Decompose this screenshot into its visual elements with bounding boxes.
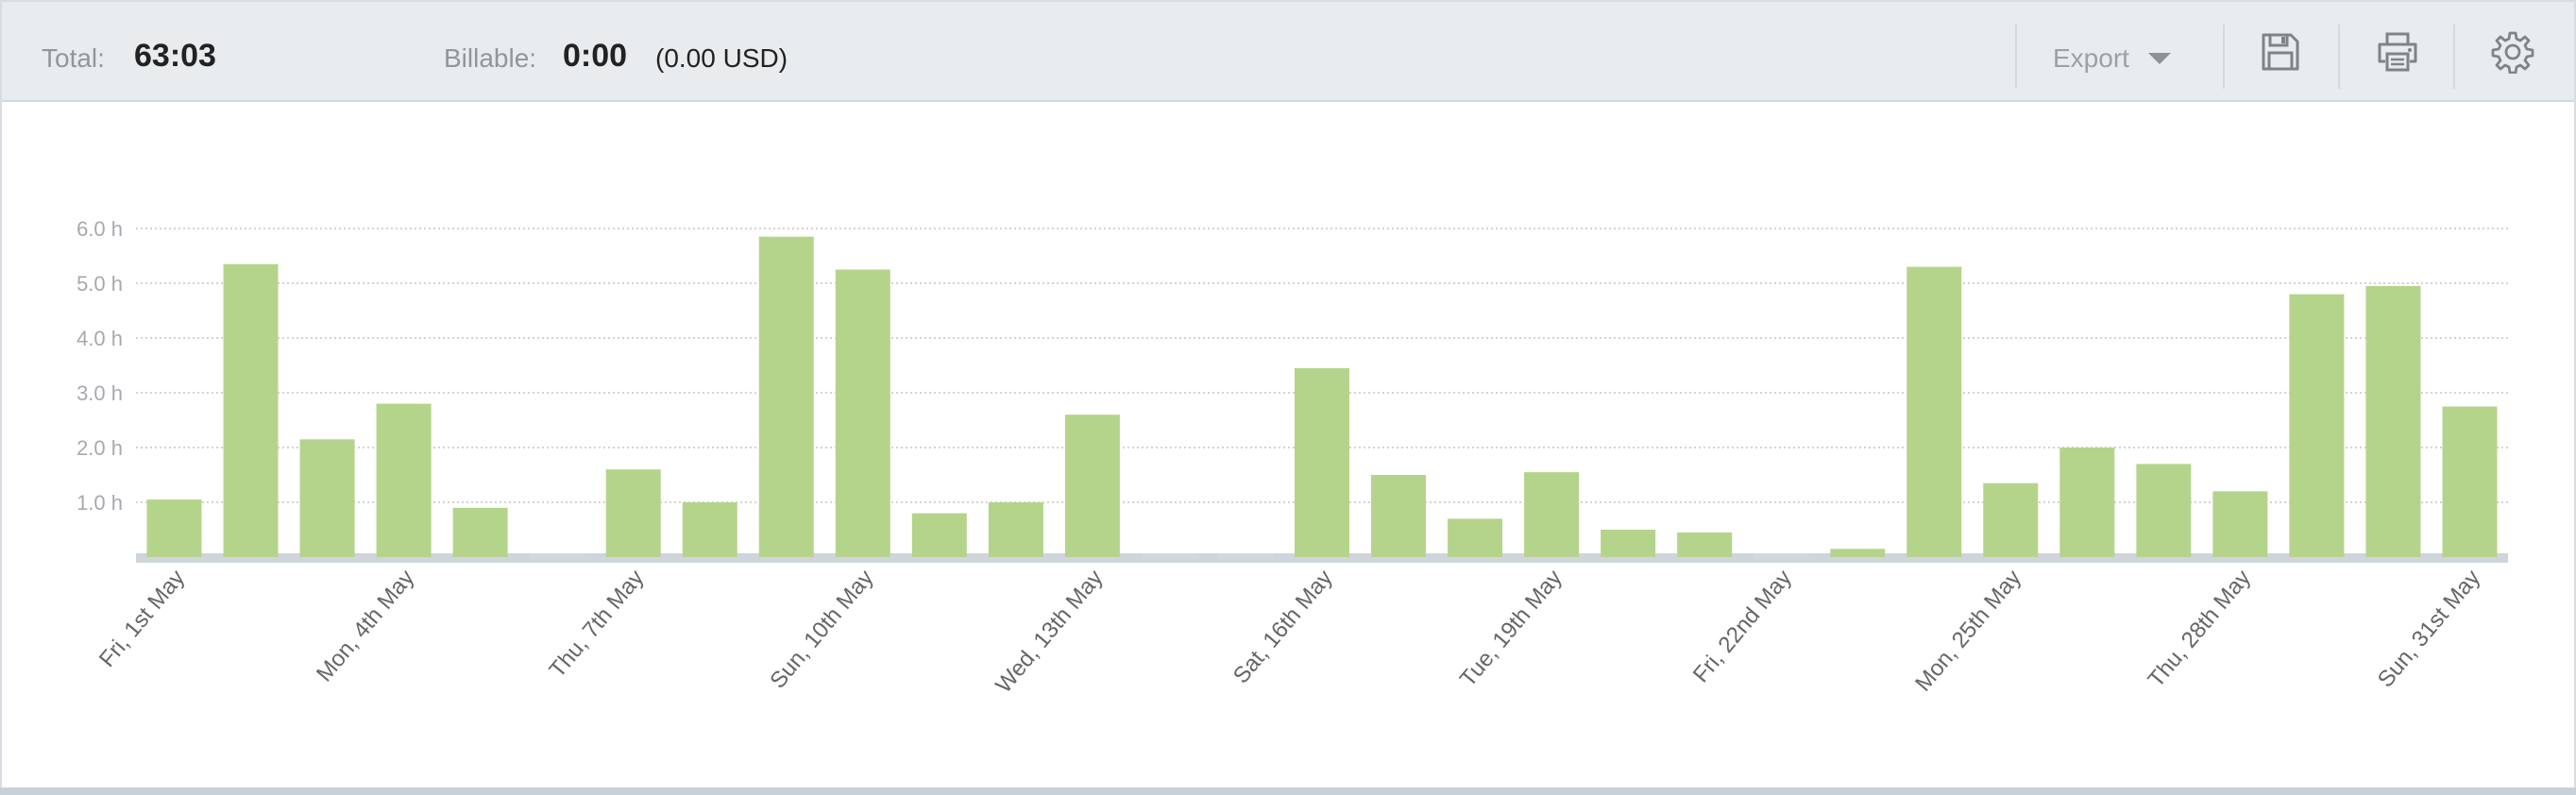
x-axis-baseline bbox=[136, 553, 2508, 563]
chart-area: 1.0 h 2.0 h 3.0 h 4.0 h 5.0 h 6.0 h Fri, 1st M… bbox=[2, 102, 2574, 787]
bar bbox=[758, 236, 814, 557]
bar bbox=[605, 469, 661, 557]
y-tick-label: 4.0 h bbox=[76, 327, 123, 350]
toolbar-divider bbox=[2223, 25, 2225, 89]
bar bbox=[988, 502, 1043, 557]
x-tick-label: Fri, 1st May bbox=[94, 566, 190, 672]
bar bbox=[1371, 475, 1427, 557]
bar bbox=[1907, 266, 1962, 557]
billable-amount: (0.00 USD) bbox=[655, 43, 788, 73]
toolbar-divider bbox=[2015, 25, 2017, 89]
bar-empty bbox=[529, 553, 585, 559]
bar bbox=[376, 403, 432, 557]
bar bbox=[146, 499, 202, 557]
bar-empty bbox=[1217, 553, 1273, 559]
bar bbox=[2442, 406, 2498, 557]
bar-empty bbox=[1754, 553, 1809, 559]
save-icon bbox=[2262, 33, 2299, 71]
bar bbox=[911, 513, 967, 557]
bottom-scroll-edge bbox=[0, 787, 2576, 795]
daily-hours-bar-chart: 1.0 h 2.0 h 3.0 h 4.0 h 5.0 h 6.0 h Fri, 1st M… bbox=[76, 217, 2508, 699]
bar bbox=[299, 439, 355, 557]
y-tick-label: 3.0 h bbox=[76, 381, 123, 405]
chevron-down-icon bbox=[2147, 53, 2171, 64]
bar bbox=[1830, 549, 1886, 557]
x-tick-label: Wed, 13th May bbox=[991, 566, 1108, 699]
export-label: Export bbox=[2053, 43, 2129, 73]
x-tick-label: Tue, 19th May bbox=[1455, 566, 1568, 692]
x-tick-label: Mon, 4th May bbox=[312, 566, 419, 687]
x-tick-label: Sun, 31st May bbox=[2373, 566, 2485, 693]
print-button[interactable] bbox=[2376, 30, 2419, 74]
y-tick-label: 1.0 h bbox=[76, 491, 123, 515]
bar bbox=[452, 507, 508, 557]
bar bbox=[835, 269, 890, 557]
x-tick-label: Sun, 10th May bbox=[765, 566, 878, 694]
bar bbox=[1524, 472, 1580, 557]
bar bbox=[1983, 482, 2039, 557]
total-label: Total: bbox=[42, 43, 105, 73]
gear-icon bbox=[2491, 31, 2534, 74]
y-tick-label: 2.0 h bbox=[76, 436, 123, 460]
bar bbox=[1448, 518, 1503, 557]
x-tick-label: Thu, 28th May bbox=[2144, 566, 2256, 693]
settings-button[interactable] bbox=[2491, 30, 2534, 74]
bar bbox=[2365, 285, 2421, 557]
bar bbox=[2289, 294, 2345, 557]
bar bbox=[1677, 532, 1733, 557]
bar bbox=[2059, 448, 2115, 557]
y-tick-label: 5.0 h bbox=[76, 272, 123, 296]
bar bbox=[2212, 491, 2268, 557]
x-tick-label: Mon, 25th May bbox=[1910, 566, 2026, 697]
print-icon bbox=[2378, 32, 2417, 72]
bar-empty bbox=[1141, 553, 1196, 559]
summary-toolbar: Total: 63:03 Billable: 0:00 (0.00 USD) E… bbox=[2, 2, 2574, 102]
export-dropdown[interactable]: Export bbox=[2053, 40, 2171, 77]
bar bbox=[1295, 367, 1349, 557]
bar bbox=[682, 502, 737, 557]
toolbar-divider bbox=[2453, 25, 2455, 89]
x-tick-label: Thu, 7th May bbox=[545, 566, 650, 684]
bar bbox=[1064, 414, 1120, 557]
bar bbox=[2136, 464, 2192, 557]
y-tick-label: 6.0 h bbox=[76, 217, 123, 241]
bar bbox=[1601, 530, 1656, 557]
billable-label: Billable: bbox=[444, 43, 537, 73]
billable-value: 0:00 bbox=[563, 38, 628, 74]
bar bbox=[223, 263, 279, 557]
total-value: 63:03 bbox=[134, 38, 216, 74]
save-button[interactable] bbox=[2259, 30, 2302, 74]
x-tick-label: Fri, 22nd May bbox=[1688, 566, 1797, 688]
x-tick-label: Sat, 16th May bbox=[1229, 566, 1338, 689]
toolbar-divider bbox=[2338, 25, 2340, 89]
